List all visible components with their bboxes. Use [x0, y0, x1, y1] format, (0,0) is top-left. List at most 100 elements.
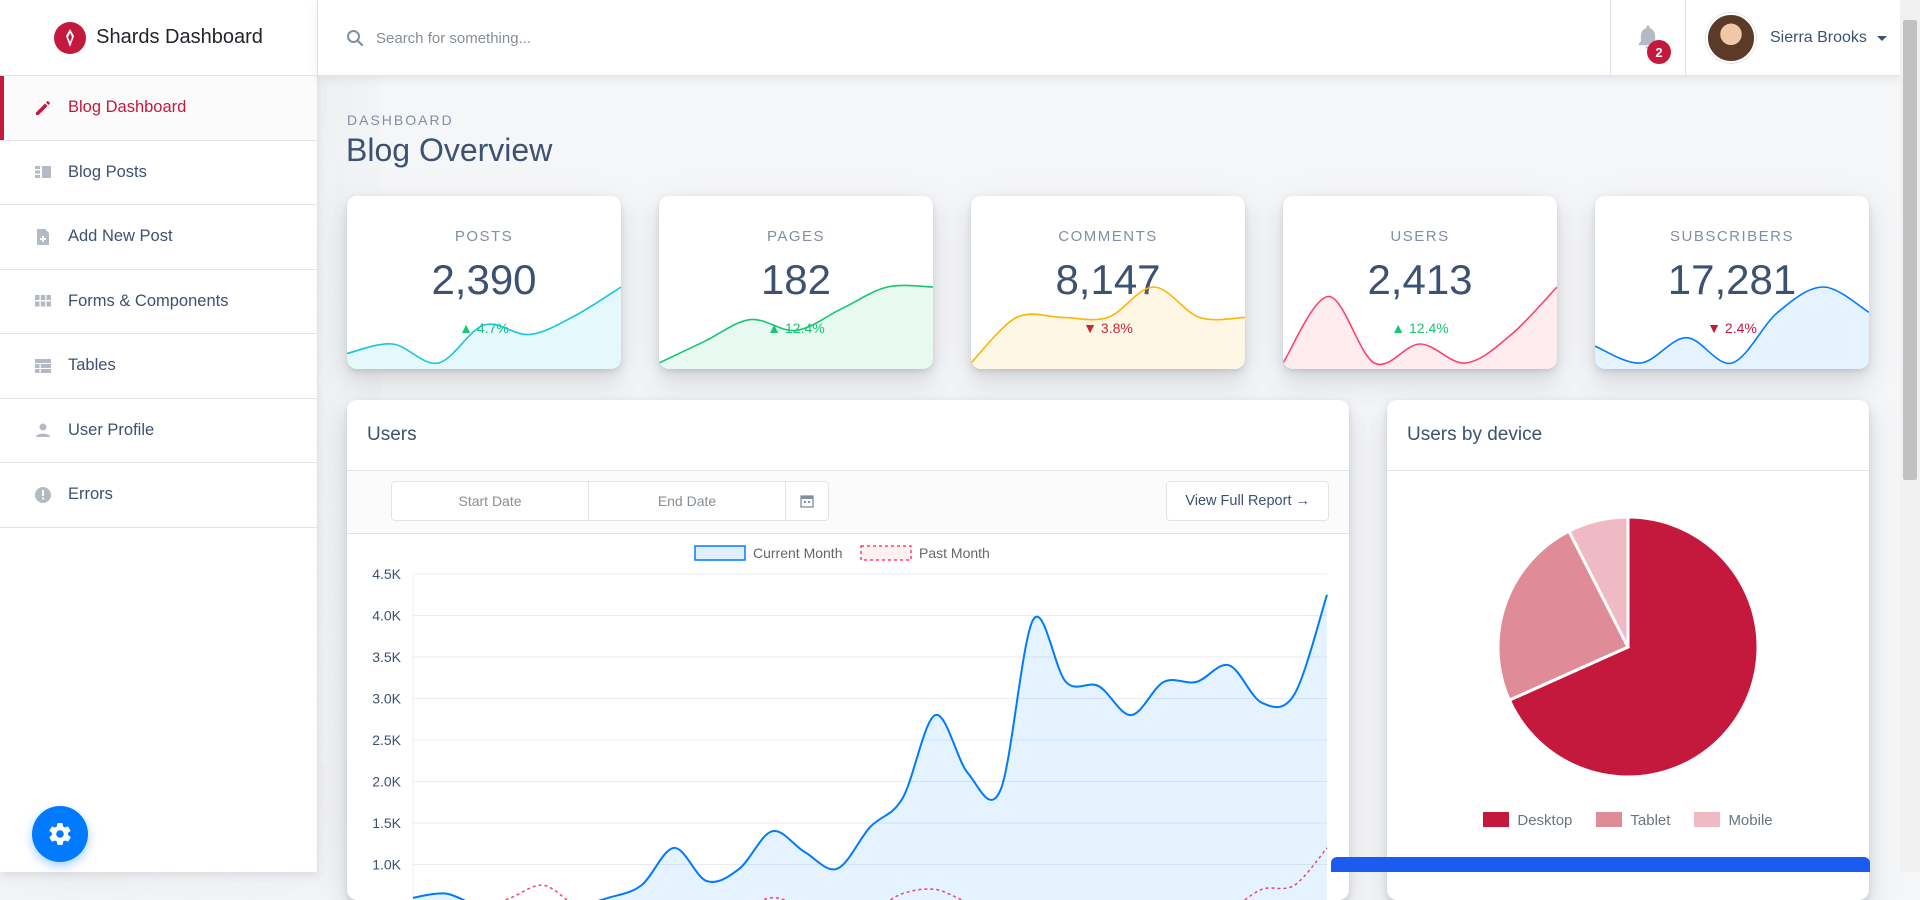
page-scrollbar[interactable] [1900, 0, 1920, 872]
page-title: Blog Overview [346, 132, 553, 168]
legend-item-desktop[interactable]: Desktop [1483, 812, 1572, 829]
devices-card-title: Users by device [1387, 400, 1869, 471]
pie-legend: Desktop Tablet Mobile [1387, 812, 1869, 829]
end-date-input[interactable] [589, 482, 786, 520]
sidebar: Shards Dashboard Blog Dashboard Blog Pos… [0, 0, 318, 872]
date-range-picker [391, 481, 829, 521]
sidebar-item-label: Forms & Components [68, 291, 229, 310]
y-tick-label: 3.0K [372, 691, 401, 707]
y-tick-label: 4.0K [372, 608, 401, 624]
users-card: Users View Full Report → 4.5K 4.0K 3.5K 3.0… [347, 400, 1349, 900]
sidebar-item-tables[interactable]: Tables [0, 334, 317, 399]
stat-label: USERS [1390, 228, 1450, 245]
top-navbar: 2 Sierra Brooks [318, 0, 1900, 76]
avatar [1706, 13, 1756, 63]
y-tick-label: 2.5K [372, 732, 401, 748]
legend-label: Desktop [1517, 812, 1573, 829]
stat-value: 2,413 [1367, 256, 1473, 303]
legend-label: Tablet [1630, 812, 1671, 829]
sparkline-area [1283, 287, 1557, 369]
stat-card-posts: POSTS 2,390 ▲ 4.7% [347, 196, 621, 369]
pie-slice-desktop [1507, 515, 1760, 779]
search-icon [347, 30, 364, 47]
search-bar [346, 0, 974, 76]
brand[interactable]: Shards Dashboard [0, 0, 317, 76]
legend-swatch [1596, 812, 1623, 827]
sparkline-line [659, 284, 933, 364]
sidebar-item-errors[interactable]: Errors [0, 463, 317, 528]
users-by-device-pie-chart [1496, 515, 1760, 779]
y-tick-label: 3.5K [372, 649, 401, 665]
gear-icon [49, 823, 71, 845]
sparkline-area [659, 285, 933, 369]
pencil-icon [34, 99, 52, 117]
stat-label: COMMENTS [1058, 228, 1158, 245]
sparkline-line [1595, 286, 1869, 365]
series-line-current-month [412, 594, 1328, 900]
sparkline-line [971, 286, 1245, 364]
stat-value: 182 [760, 256, 832, 303]
stat-sparkline [1595, 286, 1869, 369]
stat-change-value: 2.4% [1724, 320, 1757, 336]
stat-change-value: 3.8% [1101, 320, 1133, 336]
notification-count-badge: 2 [1647, 40, 1671, 64]
y-tick-label: 1.5K [372, 815, 401, 831]
y-tick-label: 4.5K [372, 566, 401, 582]
calendar-button[interactable] [786, 482, 828, 520]
stat-value: 17,281 [1667, 256, 1797, 303]
stat-sparkline [971, 286, 1245, 369]
stat-label: PAGES [766, 228, 826, 245]
floating-banner[interactable] [1331, 857, 1870, 872]
pie-slice-tablet [1496, 529, 1631, 703]
legend-item-tablet[interactable]: Tablet [1596, 812, 1670, 829]
legend-swatch [860, 545, 912, 561]
stat-card-pages: PAGES 182 ▲ 12.4% [659, 196, 933, 369]
person-icon [34, 421, 52, 439]
legend-item-mobile[interactable]: Mobile [1694, 812, 1773, 829]
stat-sparkline [1283, 286, 1557, 369]
legend-label: Mobile [1728, 812, 1773, 829]
user-menu[interactable]: Sierra Brooks [1686, 0, 1900, 76]
notifications-button[interactable]: 2 [1610, 0, 1686, 76]
users-by-device-card: Users by device Desktop Tablet Mobile [1387, 400, 1869, 900]
sparkline-area [971, 287, 1245, 369]
legend-swatch [1694, 812, 1721, 827]
stat-card-subscribers: SUBSCRIBERS 17,281 ▼ 2.4% [1595, 196, 1869, 369]
sparkline-line [347, 286, 621, 364]
calendar-icon [800, 495, 814, 508]
sidebar-item-blog-dashboard[interactable]: Blog Dashboard [0, 76, 317, 141]
sidebar-item-label: User Profile [68, 420, 155, 439]
sidebar-item-add-new-post[interactable]: Add New Post [0, 205, 317, 270]
legend-swatch [694, 545, 746, 561]
page-subtitle: DASHBOARD [347, 112, 454, 128]
shards-logo-icon [54, 21, 87, 54]
grid-icon [34, 292, 52, 310]
legend-swatch [1483, 812, 1510, 827]
series-area-current-month [413, 594, 1327, 900]
chevron-down-icon [1876, 35, 1887, 41]
sidebar-item-user-profile[interactable]: User Profile [0, 399, 317, 463]
stat-change: ▲ 12.4% [1391, 320, 1449, 336]
sidebar-item-blog-posts[interactable]: Blog Posts [0, 141, 317, 205]
legend-label: Past Month [919, 545, 990, 561]
stat-value: 8,147 [1055, 256, 1161, 303]
settings-button[interactable] [32, 806, 88, 862]
search-input[interactable] [374, 28, 974, 48]
sidebar-item-label: Blog Dashboard [68, 98, 187, 117]
sidebar-item-forms-components[interactable]: Forms & Components [0, 270, 317, 334]
view-full-report-button[interactable]: View Full Report → [1166, 481, 1329, 521]
stat-card-users: USERS 2,413 ▲ 12.4% [1283, 196, 1557, 369]
table-icon [34, 357, 52, 375]
stat-sparkline [659, 284, 933, 369]
start-date-input[interactable] [392, 482, 589, 520]
users-card-title: Users [347, 400, 1349, 471]
y-tick-label: 2.0K [372, 774, 401, 790]
note-add-icon [34, 228, 52, 246]
y-tick-label: 1.0K [372, 857, 401, 873]
sparkline-area [1595, 287, 1869, 369]
stat-sparkline [347, 286, 621, 369]
scrollbar-thumb[interactable] [1903, 20, 1917, 480]
users-line-chart: 4.5K 4.0K 3.5K 3.0K 2.5K 2.0K 1.5K 1.0K Current … [372, 545, 1328, 900]
users-card-toolbar: View Full Report → [347, 471, 1349, 534]
sidebar-item-label: Tables [68, 356, 116, 375]
